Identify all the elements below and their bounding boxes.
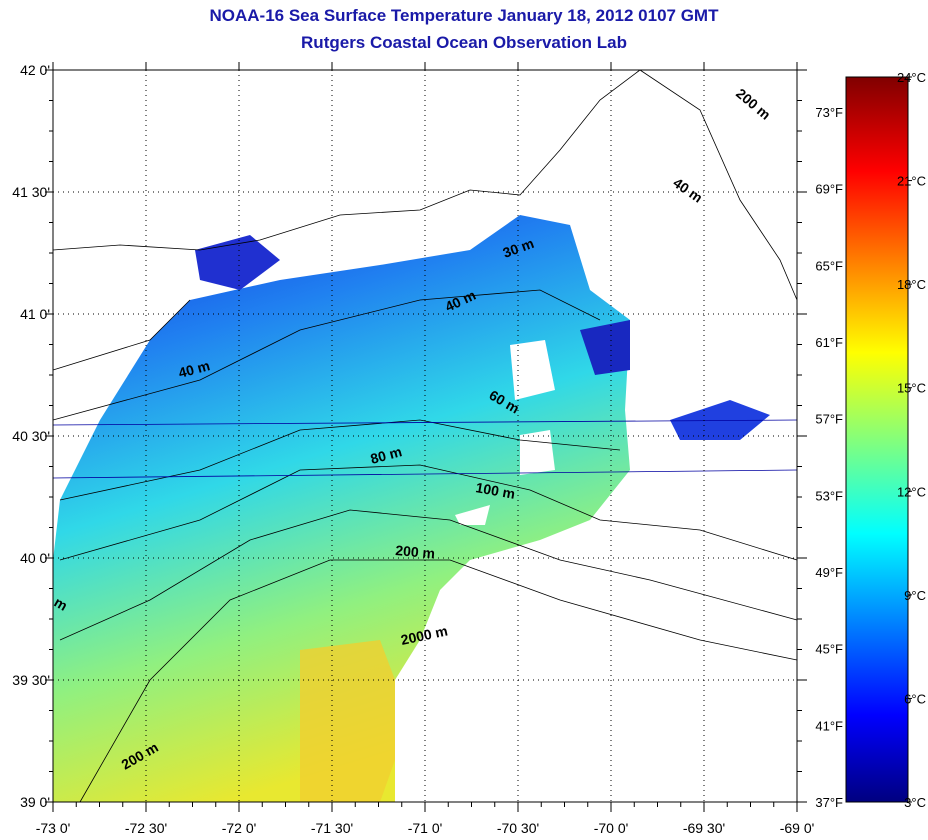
fahrenheit-label: 57°F bbox=[815, 412, 843, 427]
celsius-label: 3°C bbox=[904, 795, 926, 810]
x-tick-label: -69 0' bbox=[780, 820, 815, 836]
celsius-label: 18°C bbox=[897, 277, 926, 292]
coastline bbox=[52, 69, 798, 371]
x-tick-label: -72 30' bbox=[125, 820, 167, 836]
x-tick-label: -70 30' bbox=[497, 820, 539, 836]
celsius-label: 6°C bbox=[904, 691, 926, 706]
fahrenheit-label: 73°F bbox=[815, 105, 843, 120]
fahrenheit-label: 45°F bbox=[815, 642, 843, 657]
x-tick-label: -69 30' bbox=[683, 820, 725, 836]
grid bbox=[45, 62, 807, 812]
x-tick-label: -70 0' bbox=[594, 820, 629, 836]
y-tick-label: 41 0' bbox=[20, 306, 50, 322]
y-tick-label: 39 0' bbox=[20, 794, 50, 810]
x-tick-label: -71 30' bbox=[311, 820, 353, 836]
fahrenheit-label: 61°F bbox=[815, 335, 843, 350]
contour-label: 100 m bbox=[474, 479, 516, 502]
y-tick-label: 40 0' bbox=[20, 550, 50, 566]
x-tick-label: -73 0' bbox=[36, 820, 71, 836]
fahrenheit-label: 37°F bbox=[815, 795, 843, 810]
plot-frame bbox=[52, 69, 798, 803]
x-tick-label: -71 0' bbox=[408, 820, 443, 836]
celsius-label: 15°C bbox=[897, 381, 926, 396]
fahrenheit-label: 53°F bbox=[815, 488, 843, 503]
contour-label: 200 m bbox=[395, 542, 436, 561]
celsius-label: 24°C bbox=[897, 70, 926, 85]
fahrenheit-label: 41°F bbox=[815, 718, 843, 733]
fahrenheit-label: 69°F bbox=[815, 182, 843, 197]
sst-field bbox=[53, 215, 770, 802]
celsius-label: 9°C bbox=[904, 588, 926, 603]
y-tick-label: 40 30' bbox=[12, 428, 50, 444]
contour-label: 40 m bbox=[177, 357, 212, 381]
celsius-label: 21°C bbox=[897, 174, 926, 189]
y-tick-label: 42 0' bbox=[20, 62, 50, 78]
map-subtitle: Rutgers Coastal Ocean Observation Lab bbox=[301, 33, 627, 52]
colorbar bbox=[845, 76, 909, 803]
y-tick-label: 39 30' bbox=[12, 672, 50, 688]
map-title: NOAA-16 Sea Surface Temperature January … bbox=[209, 6, 719, 25]
x-tick-label: -72 0' bbox=[222, 820, 257, 836]
contour-label: 40 m bbox=[670, 174, 705, 205]
contour-label: 80 m bbox=[369, 443, 404, 467]
fahrenheit-label: 49°F bbox=[815, 565, 843, 580]
contour-label: 200 m bbox=[733, 85, 774, 123]
fahrenheit-label: 65°F bbox=[815, 258, 843, 273]
bathymetry-contours bbox=[52, 289, 798, 803]
celsius-label: 12°C bbox=[897, 484, 926, 499]
y-tick-label: 41 30' bbox=[12, 184, 50, 200]
